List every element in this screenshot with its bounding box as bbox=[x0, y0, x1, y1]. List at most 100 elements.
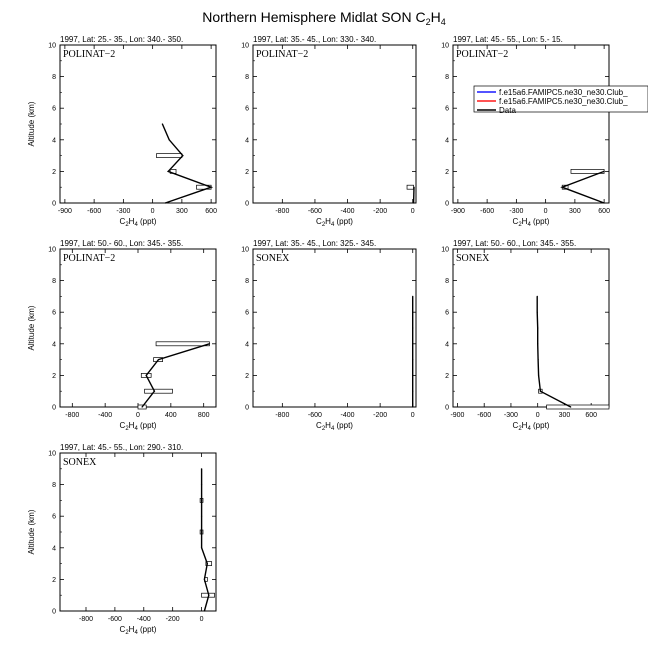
x-tick-label: 0 bbox=[411, 208, 415, 215]
y-tick-label: 0 bbox=[245, 201, 249, 208]
x-tick-label: -900 bbox=[450, 412, 464, 419]
y-tick-label: 10 bbox=[48, 247, 56, 254]
data-point bbox=[561, 186, 563, 188]
data-point bbox=[412, 327, 414, 329]
data-point bbox=[208, 343, 211, 345]
data-profile-line bbox=[536, 296, 572, 408]
panel-header: 1997, Lat: 35.- 45., Lon: 330.- 340. bbox=[253, 35, 376, 44]
y-tick-label: 0 bbox=[52, 201, 56, 208]
x-tick-label: -800 bbox=[275, 208, 289, 215]
panel-5: 1997, Lat: 35.- 45., Lon: 325.- 345. SONE… bbox=[241, 239, 417, 432]
data-point bbox=[412, 359, 414, 361]
data-point bbox=[412, 343, 414, 345]
x-tick-label: -600 bbox=[308, 208, 322, 215]
data-profile-line bbox=[560, 170, 605, 204]
y-tick-label: 2 bbox=[445, 373, 449, 380]
panel-7: 1997, Lat: 45.- 55., Lon: 290.- 310. SONE… bbox=[27, 443, 217, 636]
campaign-label: SONEX bbox=[63, 457, 97, 468]
x-axis-label: C2H4 (ppt) bbox=[120, 217, 157, 228]
data-point bbox=[537, 327, 539, 329]
legend-label: Data bbox=[499, 106, 516, 115]
y-tick-label: 10 bbox=[48, 451, 56, 458]
x-tick-label: -800 bbox=[79, 616, 93, 623]
panel-header: 1997, Lat: 50.- 60., Lon: 345.- 355. bbox=[60, 239, 183, 248]
x-tick-label: -400 bbox=[341, 208, 355, 215]
plot-frame bbox=[252, 44, 417, 204]
y-tick-label: 0 bbox=[245, 405, 249, 412]
panel-header: 1997, Lat: 45.- 55., Lon: 290.- 310. bbox=[60, 443, 183, 452]
x-tick-label: 400 bbox=[165, 412, 177, 419]
data-point bbox=[200, 468, 203, 470]
panel-header: 1997, Lat: 50.- 60., Lon: 345.- 355. bbox=[453, 239, 576, 248]
y-tick-label: 10 bbox=[241, 247, 249, 254]
campaign-label: POLINAT−2 bbox=[256, 49, 308, 60]
data-point bbox=[412, 406, 414, 408]
x-axis-label: C2H4 (ppt) bbox=[316, 421, 353, 432]
y-tick-label: 4 bbox=[52, 137, 56, 144]
range-box bbox=[546, 404, 610, 410]
data-point bbox=[153, 390, 156, 392]
range-box bbox=[406, 184, 414, 190]
legend: f.e15a6.FAMIPC5.ne30_ne30.Club_f.e15a6.F… bbox=[473, 85, 648, 115]
x-axis-label: C2H4 (ppt) bbox=[316, 217, 353, 228]
x-tick-label: -900 bbox=[451, 208, 465, 215]
x-tick-label: -400 bbox=[137, 616, 151, 623]
x-axis-label: C2H4 (ppt) bbox=[120, 625, 157, 636]
data-point bbox=[210, 186, 212, 188]
y-tick-label: 2 bbox=[245, 373, 249, 380]
plot-frame bbox=[59, 452, 217, 612]
plot-frame bbox=[59, 248, 217, 408]
x-tick-label: 300 bbox=[176, 208, 188, 215]
plot-frame bbox=[252, 248, 417, 408]
panel-4: 1997, Lat: 50.- 60., Lon: 345.- 355. POLI… bbox=[27, 239, 217, 432]
data-point bbox=[413, 186, 415, 188]
x-tick-label: -800 bbox=[275, 412, 289, 419]
data-point bbox=[164, 202, 166, 204]
x-tick-label: 0 bbox=[411, 412, 415, 419]
x-tick-label: 600 bbox=[585, 412, 597, 419]
data-point bbox=[570, 406, 572, 408]
panel-1: 1997, Lat: 25.- 35., Lon: 340.- 350. POLI… bbox=[27, 35, 217, 228]
y-tick-label: 6 bbox=[445, 310, 449, 317]
y-tick-label: 0 bbox=[445, 405, 449, 412]
data-profile-line bbox=[141, 343, 210, 408]
data-point bbox=[200, 547, 203, 549]
y-tick-label: 10 bbox=[441, 247, 449, 254]
y-tick-label: 8 bbox=[445, 278, 449, 285]
x-tick-label: -200 bbox=[166, 616, 180, 623]
x-tick-label: 600 bbox=[598, 208, 610, 215]
x-tick-label: 600 bbox=[205, 208, 217, 215]
x-tick-label: 0 bbox=[151, 208, 155, 215]
data-point bbox=[603, 202, 605, 204]
data-point bbox=[161, 123, 163, 125]
y-tick-label: 0 bbox=[52, 609, 56, 616]
y-axis-label: Altitude (km) bbox=[27, 101, 36, 146]
y-tick-label: 4 bbox=[445, 341, 449, 348]
x-tick-label: -600 bbox=[108, 616, 122, 623]
range-box bbox=[155, 341, 210, 347]
campaign-label: POLINAT−2 bbox=[456, 49, 508, 60]
y-tick-label: 6 bbox=[52, 514, 56, 521]
x-tick-label: 0 bbox=[136, 412, 140, 419]
y-tick-label: 2 bbox=[52, 169, 56, 176]
y-tick-label: 8 bbox=[245, 74, 249, 81]
y-tick-label: 8 bbox=[445, 74, 449, 81]
y-tick-label: 4 bbox=[245, 341, 249, 348]
data-point bbox=[145, 374, 147, 376]
data-point bbox=[200, 484, 203, 486]
plot-frame bbox=[452, 44, 610, 204]
x-tick-label: -300 bbox=[504, 412, 518, 419]
y-tick-label: 2 bbox=[445, 169, 449, 176]
panel-header: 1997, Lat: 45.- 55., Lon: 5.- 15. bbox=[453, 35, 563, 44]
data-point bbox=[203, 610, 206, 612]
x-axis-label: C2H4 (ppt) bbox=[513, 421, 550, 432]
data-point bbox=[539, 390, 541, 392]
data-point bbox=[167, 170, 169, 172]
x-tick-label: -600 bbox=[308, 412, 322, 419]
y-axis-label: Altitude (km) bbox=[27, 305, 36, 350]
data-profile-line bbox=[161, 123, 214, 204]
y-tick-label: 6 bbox=[245, 106, 249, 113]
x-tick-label: -200 bbox=[373, 208, 387, 215]
data-point bbox=[412, 390, 414, 392]
